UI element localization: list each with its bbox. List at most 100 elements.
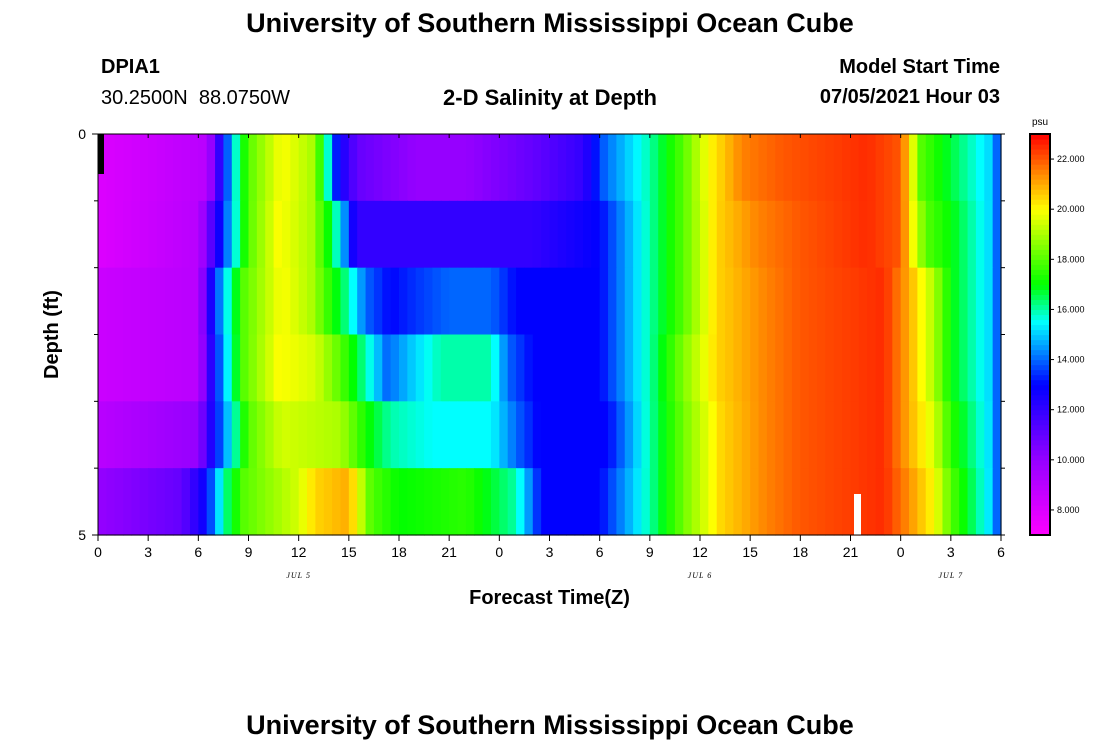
heatmap-cell [691,401,701,469]
heatmap-cell [156,401,166,469]
heatmap-cell [883,200,893,269]
x-tick-label: 6 [997,544,1005,560]
heatmap-cell [290,200,300,269]
heatmap-cell [449,334,459,402]
heatmap-cell [883,267,893,336]
colorbar-segment [1030,249,1050,255]
heatmap-cell [499,334,509,402]
heatmap-cell [357,267,367,336]
heatmap-cell [733,267,743,336]
heatmap-cell [457,468,467,536]
heatmap-cell [164,468,174,536]
x-tick-label: 12 [692,544,708,560]
heatmap-cell [248,134,258,202]
heatmap-cell [139,200,149,269]
heatmap-cell [582,334,592,402]
heatmap-cell [649,267,659,336]
heatmap-cell [114,134,124,202]
colorbar-segment [1030,194,1050,200]
heatmap-cell [114,334,124,402]
heatmap-cell [934,267,944,336]
heatmap-cell [315,334,325,402]
heatmap-cell [457,401,467,469]
colorbar-segment [1030,159,1050,165]
heatmap-cell [173,134,183,202]
heatmap-cell [750,468,760,536]
heatmap-cell [992,200,1002,269]
heatmap-cell [599,468,609,536]
heatmap-cell [357,401,367,469]
heatmap-cell [323,468,333,536]
heatmap-cell [240,267,250,336]
heatmap-cell [875,334,885,402]
heatmap-cell [549,134,559,202]
heatmap-cell [507,401,517,469]
heatmap-cell [741,200,751,269]
heatmap-cell [106,401,116,469]
colorbar-unit: psu [1032,117,1048,128]
heatmap-cell [516,334,526,402]
colorbar-segment [1030,284,1050,290]
heatmap-cell [875,200,885,269]
colorbar-label: 12.000 [1057,405,1085,415]
heatmap-cell [992,134,1002,202]
colorbar-segment [1030,289,1050,295]
heatmap-cell [490,200,500,269]
heatmap-cell [156,334,166,402]
heatmap-cell [156,468,166,536]
colorbar-segment [1030,189,1050,195]
heatmap-cell [474,401,484,469]
colorbar-segment [1030,504,1050,511]
heatmap-cell [181,134,191,202]
heatmap-cell [390,401,400,469]
colorbar-segment [1030,254,1050,260]
heatmap-cell [658,134,668,202]
heatmap-cell [507,267,517,336]
heatmap-cell [883,401,893,469]
heatmap-cell [750,134,760,202]
heatmap-cell [148,334,158,402]
heatmap-cell [858,134,868,202]
heatmap-cell [791,468,801,536]
heatmap-cell [373,401,383,469]
heatmap-cell [139,267,149,336]
station-coordinates: 30.2500N 88.0750W [101,87,291,109]
heatmap-cell [984,401,994,469]
heatmap-cell [599,267,609,336]
colorbar-segment [1030,244,1050,250]
heatmap-cell [332,200,342,269]
heatmap-cell [181,334,191,402]
heatmap-cell [541,334,551,402]
heatmap-cell [265,468,275,536]
heatmap-cell [950,468,960,536]
colorbar-segment [1030,419,1050,426]
heatmap-cell [942,134,952,202]
heatmap-cell [875,468,885,536]
colorbar-segment [1030,374,1050,381]
heatmap-cell [198,267,208,336]
heatmap-cell [148,134,158,202]
x-tick-label: 3 [546,544,554,560]
heatmap-cell [641,468,651,536]
heatmap-cell [98,267,107,336]
heatmap-cell [750,267,760,336]
heatmap-cell [716,401,726,469]
colorbar-segment [1030,489,1050,496]
heatmap-cell [633,134,643,202]
heatmap-cell [591,468,601,536]
heatmap-cell [148,200,158,269]
heatmap-cell [909,468,918,536]
heatmap-cell [582,401,592,469]
heatmap-cell [917,334,927,402]
heatmap-cell [850,267,860,336]
heatmap-cell [449,401,459,469]
heatmap-cell [189,200,199,269]
heatmap-cell [716,468,726,536]
heatmap-cell [181,200,191,269]
heatmap-cell [240,134,250,202]
heatmap-cell [516,401,526,469]
heatmap-cell [206,200,216,269]
heatmap-cell [566,200,576,269]
heatmap-cell [616,334,626,402]
heatmap-cell [139,401,149,469]
